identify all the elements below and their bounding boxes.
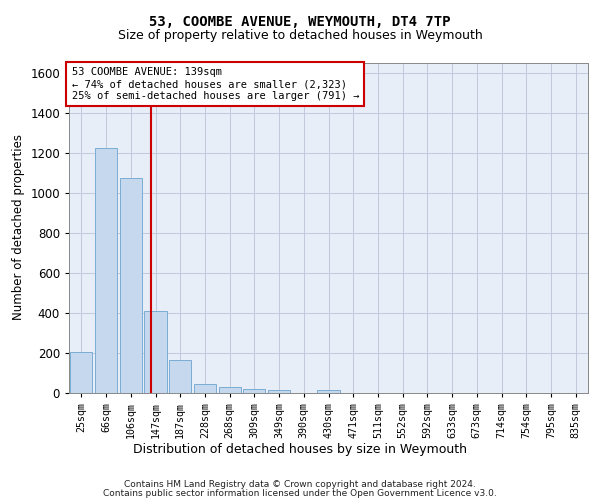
Text: Size of property relative to detached houses in Weymouth: Size of property relative to detached ho… xyxy=(118,29,482,42)
Bar xyxy=(119,178,142,392)
Text: Contains HM Land Registry data © Crown copyright and database right 2024.: Contains HM Land Registry data © Crown c… xyxy=(124,480,476,489)
Bar xyxy=(194,384,216,392)
Text: Contains public sector information licensed under the Open Government Licence v3: Contains public sector information licen… xyxy=(103,489,497,498)
Bar xyxy=(95,148,117,392)
Text: Distribution of detached houses by size in Weymouth: Distribution of detached houses by size … xyxy=(133,442,467,456)
Bar xyxy=(268,390,290,392)
Y-axis label: Number of detached properties: Number of detached properties xyxy=(11,134,25,320)
Bar xyxy=(70,352,92,393)
Bar xyxy=(218,387,241,392)
Bar xyxy=(145,310,167,392)
Bar xyxy=(317,390,340,392)
Text: 53, COOMBE AVENUE, WEYMOUTH, DT4 7TP: 53, COOMBE AVENUE, WEYMOUTH, DT4 7TP xyxy=(149,15,451,29)
Bar xyxy=(169,360,191,392)
Text: 53 COOMBE AVENUE: 139sqm
← 74% of detached houses are smaller (2,323)
25% of sem: 53 COOMBE AVENUE: 139sqm ← 74% of detach… xyxy=(71,68,359,100)
Bar xyxy=(243,389,265,392)
